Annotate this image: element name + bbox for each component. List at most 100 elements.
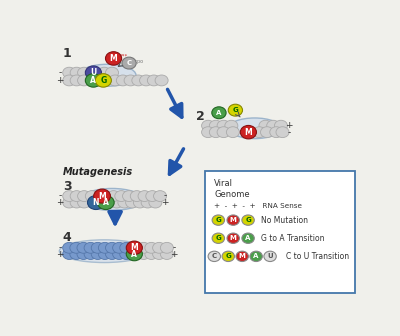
Ellipse shape xyxy=(79,64,136,86)
Text: G: G xyxy=(216,217,221,223)
Circle shape xyxy=(132,75,145,86)
Circle shape xyxy=(77,249,90,259)
Text: opo: opo xyxy=(213,109,222,114)
Circle shape xyxy=(70,67,83,78)
Text: Genome: Genome xyxy=(214,191,250,199)
Circle shape xyxy=(208,251,220,261)
Circle shape xyxy=(138,191,151,202)
FancyBboxPatch shape xyxy=(205,171,355,293)
Circle shape xyxy=(259,120,272,131)
Circle shape xyxy=(63,242,76,253)
Circle shape xyxy=(98,249,111,259)
Circle shape xyxy=(274,120,288,131)
Text: 4: 4 xyxy=(63,231,72,244)
Circle shape xyxy=(63,75,76,86)
Circle shape xyxy=(137,249,150,259)
Text: Mutagenesis: Mutagenesis xyxy=(62,167,132,177)
Circle shape xyxy=(126,247,142,261)
Circle shape xyxy=(209,120,222,131)
Circle shape xyxy=(153,242,166,253)
Circle shape xyxy=(122,57,136,69)
Circle shape xyxy=(122,191,136,202)
Circle shape xyxy=(137,242,150,253)
Text: +: + xyxy=(56,76,64,85)
Text: C: C xyxy=(126,60,132,66)
Circle shape xyxy=(113,242,126,253)
Text: ***: *** xyxy=(120,54,128,59)
Circle shape xyxy=(260,127,274,138)
Text: A: A xyxy=(216,110,222,116)
Text: -: - xyxy=(172,243,176,252)
Text: -: - xyxy=(59,68,62,77)
Text: N: N xyxy=(93,198,99,207)
Circle shape xyxy=(120,249,133,259)
Text: M: M xyxy=(98,192,106,201)
Text: -: - xyxy=(287,128,290,137)
Text: G: G xyxy=(216,235,221,241)
Text: +  -  +  -  +   RNA Sense: + - + - + RNA Sense xyxy=(214,203,302,209)
Text: A: A xyxy=(254,253,259,259)
Circle shape xyxy=(91,242,104,253)
Text: Viral: Viral xyxy=(214,179,233,188)
Circle shape xyxy=(267,120,280,131)
Text: A: A xyxy=(90,76,96,85)
Text: C to U Transition: C to U Transition xyxy=(286,252,349,261)
Text: +: + xyxy=(161,198,168,207)
Circle shape xyxy=(242,215,254,225)
Circle shape xyxy=(145,249,158,259)
Circle shape xyxy=(118,197,131,208)
Circle shape xyxy=(70,191,83,202)
Circle shape xyxy=(226,127,240,138)
Circle shape xyxy=(63,197,76,208)
Circle shape xyxy=(115,191,128,202)
Circle shape xyxy=(63,67,76,78)
Circle shape xyxy=(120,242,133,253)
Circle shape xyxy=(88,196,104,210)
Circle shape xyxy=(106,52,122,65)
Circle shape xyxy=(126,197,139,208)
Circle shape xyxy=(95,74,111,87)
Circle shape xyxy=(63,249,76,259)
Ellipse shape xyxy=(81,188,143,210)
Circle shape xyxy=(276,127,289,138)
Circle shape xyxy=(78,75,91,86)
Text: U: U xyxy=(267,253,273,259)
Circle shape xyxy=(212,233,224,243)
Circle shape xyxy=(155,75,168,86)
Text: M: M xyxy=(244,128,252,137)
Text: +: + xyxy=(170,250,178,258)
Text: -: - xyxy=(59,192,62,201)
Circle shape xyxy=(270,127,283,138)
Ellipse shape xyxy=(228,118,281,139)
Circle shape xyxy=(145,242,158,253)
Text: A: A xyxy=(103,198,109,207)
Circle shape xyxy=(84,242,97,253)
Circle shape xyxy=(212,107,226,119)
Text: C: C xyxy=(212,253,217,259)
Text: +: + xyxy=(56,198,64,207)
Text: G: G xyxy=(245,217,251,223)
Circle shape xyxy=(209,127,222,138)
Circle shape xyxy=(140,75,153,86)
Circle shape xyxy=(154,191,166,202)
Circle shape xyxy=(253,127,266,138)
Circle shape xyxy=(98,242,111,253)
Circle shape xyxy=(217,120,230,131)
Text: -: - xyxy=(163,192,166,201)
Circle shape xyxy=(106,67,118,78)
Circle shape xyxy=(264,251,276,261)
Text: M: M xyxy=(230,235,237,241)
Circle shape xyxy=(236,251,248,261)
Text: +: + xyxy=(285,121,292,130)
Text: +: + xyxy=(56,250,64,258)
Circle shape xyxy=(250,251,262,261)
Circle shape xyxy=(98,67,111,78)
Text: G: G xyxy=(100,76,106,85)
Circle shape xyxy=(225,120,238,131)
Circle shape xyxy=(124,75,137,86)
Text: M: M xyxy=(130,243,138,252)
Circle shape xyxy=(78,197,91,208)
Circle shape xyxy=(240,125,256,139)
Circle shape xyxy=(228,104,242,116)
Circle shape xyxy=(202,120,215,131)
